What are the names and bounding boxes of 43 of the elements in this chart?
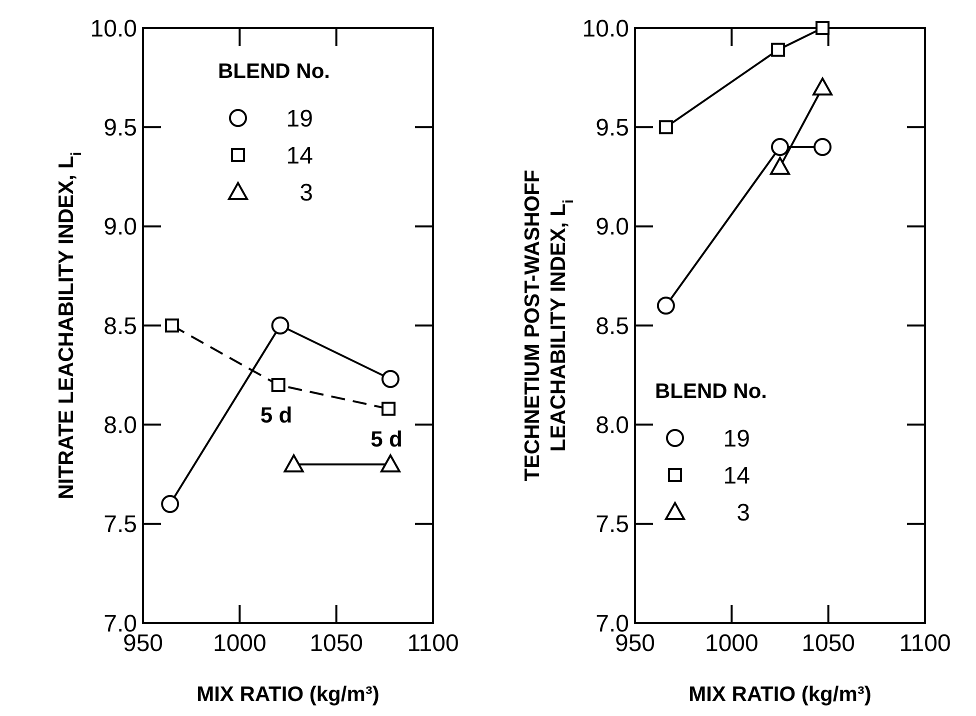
point <box>812 78 833 96</box>
y-tick-label: 10.0 <box>90 15 137 42</box>
y-tick-label: 8.0 <box>104 412 137 440</box>
x-tick-label: 1000 <box>212 630 266 657</box>
y-tick-label: 8.5 <box>596 312 629 340</box>
y-tick-label: 7.5 <box>104 511 137 538</box>
y-tick-label: 9.5 <box>596 114 629 142</box>
point <box>271 378 286 392</box>
y-tick-label: 9.0 <box>596 214 629 241</box>
point <box>165 318 179 332</box>
annotation: 5 d <box>370 426 402 452</box>
legend-label: 14 <box>723 462 750 490</box>
legend-label: 3 <box>736 499 750 526</box>
x-tick-label: 1100 <box>407 630 459 657</box>
point <box>271 316 290 334</box>
point <box>161 495 180 513</box>
point <box>771 42 786 57</box>
point <box>656 296 675 315</box>
x-tick-label: 1100 <box>899 630 951 657</box>
x-tick-label: 1000 <box>704 630 758 657</box>
point <box>658 120 673 134</box>
legend-title: BLEND No. <box>218 60 330 83</box>
x-axis-title: MIX RATIO (kg/m³) <box>196 683 380 706</box>
y-tick-label: 7.5 <box>596 511 629 538</box>
point <box>816 21 830 35</box>
x-tick-label: 1050 <box>310 630 364 657</box>
y-tick-label: 9.0 <box>104 214 137 241</box>
legend-label: 19 <box>723 425 750 452</box>
legend-label: 14 <box>286 142 313 170</box>
y-tick-label: 8.5 <box>104 312 137 340</box>
legend-label: 3 <box>300 179 313 206</box>
y-tick-label: 10.0 <box>582 15 629 42</box>
point <box>381 370 400 388</box>
annotation: 5 d <box>260 402 292 428</box>
y-tick-label: 8.0 <box>596 412 629 440</box>
legend-title: BLEND No. <box>655 380 767 403</box>
point <box>814 138 832 156</box>
x-axis-title: MIX RATIO (kg/m³) <box>688 683 872 706</box>
x-tick-label: 1050 <box>802 630 856 657</box>
point <box>771 138 789 156</box>
point <box>382 402 396 416</box>
legend-label: 19 <box>286 105 313 132</box>
y-tick-label: 9.5 <box>104 114 137 142</box>
